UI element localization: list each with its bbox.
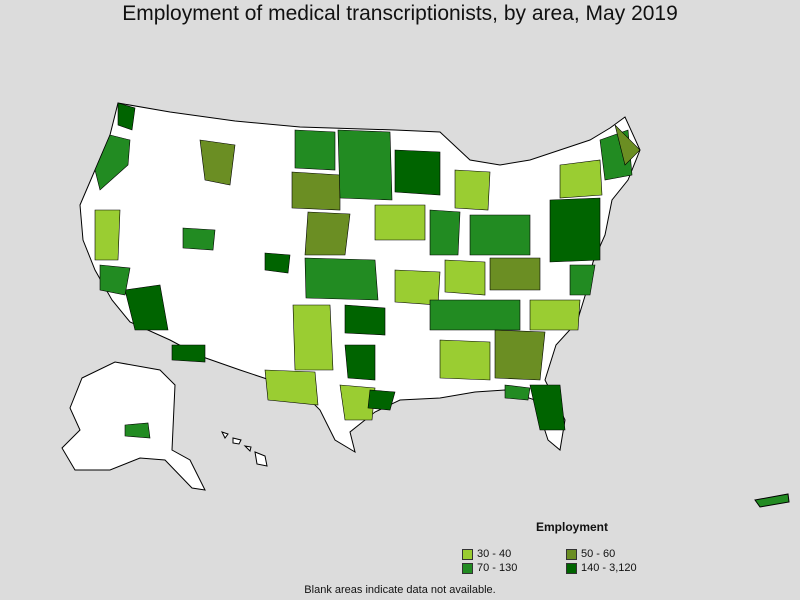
- legend: Employment 30 - 40 50 - 60 70 - 130 140 …: [462, 520, 672, 574]
- hawaii-islands: [221, 431, 268, 467]
- legend-item-70-130: 70 - 130: [462, 562, 566, 574]
- legend-item-140-3120: 140 - 3,120: [566, 562, 676, 574]
- legend-swatch: [462, 548, 473, 560]
- legend-item-50-60: 50 - 60: [566, 548, 676, 560]
- legend-swatch: [462, 562, 473, 574]
- puerto-rico-outline: [754, 493, 790, 508]
- legend-item-30-40: 30 - 40: [462, 548, 566, 560]
- legend-swatch: [566, 548, 577, 560]
- legend-label: 30 - 40: [477, 548, 512, 560]
- footnote: Blank areas indicate data not available.: [304, 584, 496, 596]
- legend-title: Employment: [535, 520, 608, 534]
- legend-swatch: [566, 562, 577, 574]
- legend-label: 50 - 60: [581, 548, 616, 560]
- legend-label: 140 - 3,120: [581, 562, 637, 574]
- employment-areas: [94, 102, 641, 439]
- map-title: Employment of medical transcriptionists,…: [122, 2, 678, 25]
- legend-label: 70 - 130: [477, 562, 518, 574]
